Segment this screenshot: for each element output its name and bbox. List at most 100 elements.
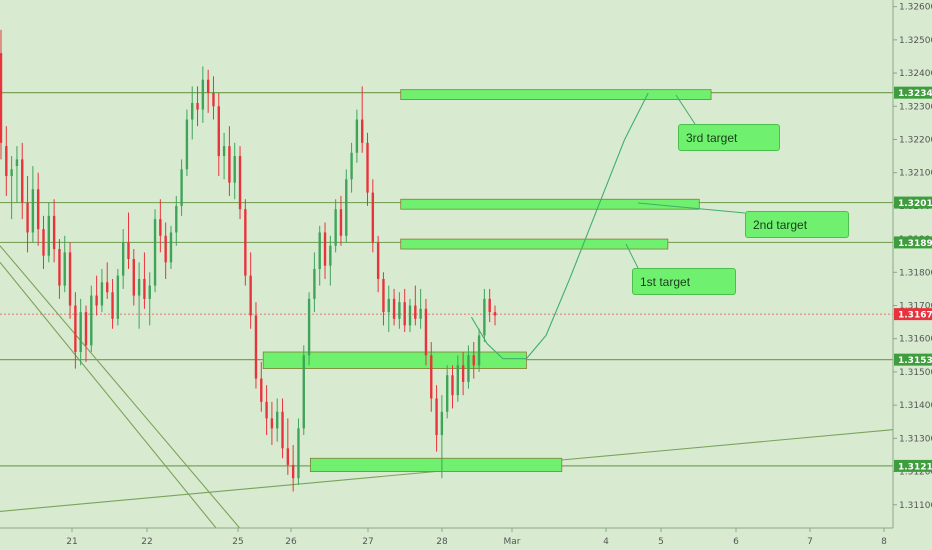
candle-body [270, 418, 274, 429]
level-price-tag [894, 236, 932, 249]
price-tick-label: 1.32200 [899, 135, 932, 145]
candle-body [371, 192, 375, 243]
candle-body [68, 252, 72, 306]
candle-body [10, 169, 13, 176]
candle-body [233, 156, 236, 183]
candle-body [249, 275, 252, 316]
price-tick-label: 1.31700 [899, 302, 932, 312]
candle-body [281, 411, 284, 449]
price-tick-label: 1.31300 [899, 434, 932, 444]
candle-body [334, 209, 337, 246]
candle-body [36, 189, 40, 230]
time-tick-label: 27 [362, 537, 373, 547]
candle-body [47, 215, 51, 256]
candle-body [430, 355, 433, 399]
candle-body [477, 335, 481, 366]
pointer-3rd-target [675, 94, 696, 125]
time-tick-label: 6 [733, 537, 739, 547]
candle-body [191, 102, 194, 120]
candle-body [483, 298, 486, 336]
candle-body [361, 119, 364, 143]
candle-body [265, 401, 268, 419]
level-price-text: 1.31674 [898, 311, 932, 321]
level-price-tag [894, 308, 932, 321]
candle-body [21, 159, 24, 203]
time-tick-label: Mar [504, 537, 521, 547]
candle-body [419, 308, 422, 319]
candle-body [159, 219, 162, 236]
time-tick-label: 25 [232, 537, 243, 547]
candle-body [121, 242, 125, 276]
price-tick-label: 1.32500 [899, 36, 932, 46]
level-price-tag [894, 459, 932, 472]
candle-body [100, 282, 104, 306]
candle-body [153, 219, 157, 286]
price-tick-label: 1.31200 [899, 468, 932, 478]
candle-body [31, 189, 35, 233]
time-tick-label: 26 [285, 537, 297, 547]
price-tick-label: 1.31100 [899, 501, 932, 511]
level-price-tag [894, 196, 932, 209]
candle-body [307, 298, 311, 356]
candle-body [461, 365, 465, 382]
price-tick-label: 1.32100 [899, 169, 932, 179]
candle-body [127, 242, 130, 260]
candle-body [244, 209, 247, 276]
candle-body [164, 235, 167, 263]
candle-body [339, 209, 343, 236]
pointer-2nd-target [637, 202, 746, 214]
candle-body [440, 411, 444, 436]
candle-body [345, 179, 348, 236]
candle-body [116, 275, 120, 319]
candle-body [137, 278, 141, 296]
target-zone-4 [309, 457, 563, 472]
candle-body [90, 295, 93, 346]
candle-body [291, 464, 295, 479]
candle-body [392, 298, 396, 319]
candle-body [0, 53, 3, 143]
price-tick-label: 1.31500 [899, 368, 932, 378]
trendline-1 [0, 261, 217, 529]
target-zone-2 [400, 238, 669, 250]
candle-body [217, 106, 220, 157]
time-tick-label: 28 [436, 537, 448, 547]
candle-body [212, 92, 215, 107]
price-tick-label: 1.32400 [899, 69, 932, 79]
candle-body [276, 411, 279, 429]
candle-body [387, 298, 390, 313]
candle-body [414, 305, 417, 319]
candle-body [26, 202, 29, 233]
candle-body [355, 119, 359, 153]
candle-body [196, 102, 199, 110]
price-tick-label: 1.32300 [899, 102, 932, 112]
candle-body [488, 298, 491, 313]
candle-body [95, 295, 98, 306]
candle-body [15, 159, 19, 167]
candle-body [42, 229, 45, 256]
candle-body [79, 312, 82, 352]
level-price-tag [894, 86, 932, 99]
candle-body [175, 205, 178, 233]
annotation-3rd-target: 3rd target [678, 124, 780, 151]
level-price-text: 1.31890 [898, 239, 932, 249]
annotation-label: 3rd target [686, 130, 738, 145]
candle-body [493, 312, 497, 316]
target-zone-3 [262, 351, 527, 370]
candle-body [302, 355, 305, 429]
level-price-text: 1.32010 [898, 199, 932, 209]
price-tick-label: 1.31800 [899, 268, 932, 278]
candle-body [206, 79, 210, 93]
candle-body [143, 278, 146, 299]
trendline-0 [0, 245, 241, 529]
annotation-2nd-target: 2nd target [745, 211, 849, 238]
candle-body [185, 119, 189, 170]
time-tick-label: 8 [881, 537, 887, 547]
candle-body [84, 312, 88, 346]
candle-body [260, 378, 263, 402]
candle-body [435, 398, 438, 436]
candle-body [451, 375, 454, 396]
candle-body [254, 315, 258, 379]
